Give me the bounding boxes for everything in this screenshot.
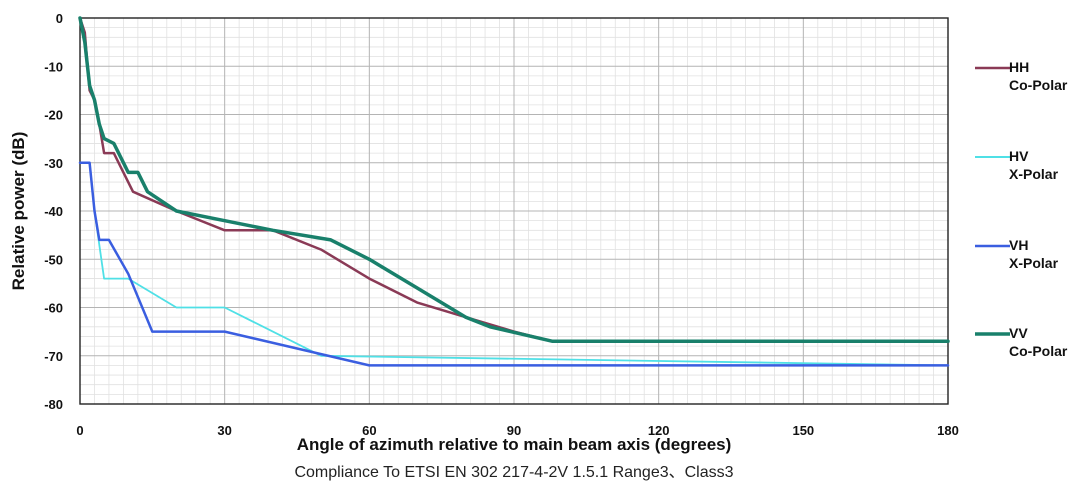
legend-label-hv: HV	[1009, 148, 1029, 164]
x-tick-label: 30	[217, 423, 231, 438]
legend-label-hh: Co-Polar	[1009, 77, 1068, 93]
x-tick-label: 120	[648, 423, 670, 438]
y-tick-label: -70	[44, 349, 63, 364]
legend-label-hv: X-Polar	[1009, 166, 1059, 182]
legend-label-vh: VH	[1009, 237, 1028, 253]
y-tick-label: -20	[44, 108, 63, 123]
y-tick-label: 0	[56, 11, 63, 26]
y-tick-label: -30	[44, 156, 63, 171]
x-tick-label: 180	[937, 423, 959, 438]
legend-label-vv: Co-Polar	[1009, 343, 1068, 359]
y-tick-labels: 0 -10 -20 -30 -40 -50 -60 -70 -80	[44, 11, 63, 412]
legend: HH Co-Polar HV X-Polar VH X-Polar VV Co-Polar	[975, 59, 1068, 359]
legend-label-hh: HH	[1009, 59, 1029, 75]
plot-frame	[79, 17, 949, 405]
x-tick-label: 150	[792, 423, 814, 438]
legend-label-vv: VV	[1009, 325, 1028, 341]
x-tick-label: 90	[507, 423, 521, 438]
series-line-vh	[78, 161, 950, 367]
x-tick-label: 60	[362, 423, 376, 438]
y-tick-label: -40	[44, 204, 63, 219]
y-axis-title: Relative power (dB)	[9, 132, 28, 291]
y-tick-label: -80	[44, 397, 63, 412]
chart-caption: Compliance To ETSI EN 302 217-4-2V 1.5.1…	[294, 464, 733, 481]
legend-label-vh: X-Polar	[1009, 255, 1059, 271]
series-line-vv	[78, 16, 950, 344]
y-tick-label: -60	[44, 301, 63, 316]
x-axis-title: Angle of azimuth relative to main beam a…	[297, 435, 732, 454]
x-tick-label: 0	[76, 423, 83, 438]
series-layer	[78, 16, 950, 367]
y-tick-label: -10	[44, 59, 63, 74]
y-tick-label: -50	[44, 252, 63, 267]
x-tick-labels: 0 30 60 90 120 150 180	[76, 423, 958, 438]
